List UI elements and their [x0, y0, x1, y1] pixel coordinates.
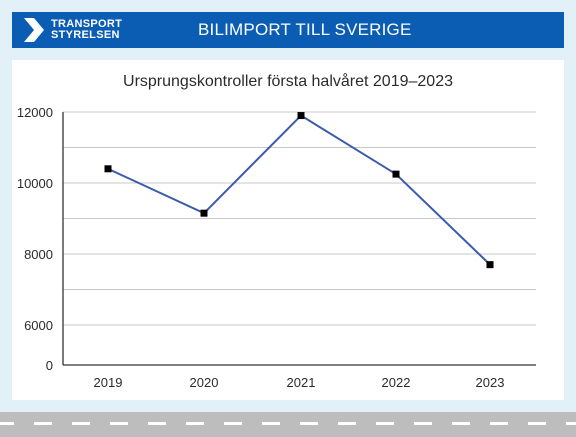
- chart-panel: Ursprungskontroller första halvåret 2019…: [12, 60, 564, 400]
- y-tick-label: 10000: [17, 176, 53, 191]
- road-dash: [452, 422, 470, 425]
- data-point-marker: [200, 209, 208, 217]
- road-dash: [300, 422, 318, 425]
- x-tick-label: 2019: [94, 375, 123, 390]
- x-tick-label: 2020: [190, 375, 219, 390]
- road-dash: [414, 422, 432, 425]
- logo-text: TRANSPORT STYRELSEN: [51, 19, 122, 41]
- logo-line-1: TRANSPORT: [51, 18, 123, 30]
- road-dash: [376, 422, 394, 425]
- data-point-marker: [392, 170, 400, 178]
- page-title: BILIMPORT TILL SVERIGE: [198, 20, 412, 39]
- header-banner: TRANSPORT STYRELSEN BILIMPORT TILL SVERI…: [12, 12, 564, 48]
- line-chart: 12000 10000 8000 6000 0 2019 2020 2021 2022 2023: [17, 105, 536, 390]
- y-tick-label: 0: [46, 358, 53, 373]
- chart-title: Ursprungskontroller första halvåret 2019…: [123, 73, 453, 90]
- road-dash: [186, 422, 204, 425]
- road-dash: [148, 422, 166, 425]
- road-dash: [262, 422, 280, 425]
- logo-line-2: STYRELSEN: [51, 29, 120, 41]
- road-dash: [72, 422, 90, 425]
- data-point-marker: [486, 261, 494, 269]
- transportstyrelsen-logo: TRANSPORT STYRELSEN: [24, 18, 122, 42]
- series-line: [107, 114, 491, 266]
- road-dash: [566, 422, 576, 425]
- road-dash: [338, 422, 356, 425]
- y-tick-label: 12000: [17, 105, 53, 120]
- road-dash: [34, 422, 52, 425]
- road-dash: [0, 422, 14, 425]
- x-tick-label: 2023: [476, 375, 505, 390]
- road-dash: [110, 422, 128, 425]
- y-tick-label: 6000: [24, 318, 53, 333]
- x-tick-label: 2021: [287, 375, 316, 390]
- road-dash: [224, 422, 242, 425]
- data-point-marker: [104, 165, 112, 173]
- x-tick-label: 2022: [382, 375, 411, 390]
- road-dash: [528, 422, 546, 425]
- data-point-marker: [297, 112, 305, 120]
- road-decoration: [0, 412, 576, 437]
- y-tick-label: 8000: [24, 247, 53, 262]
- road-dash: [490, 422, 508, 425]
- chevron-logo-icon: [24, 18, 44, 42]
